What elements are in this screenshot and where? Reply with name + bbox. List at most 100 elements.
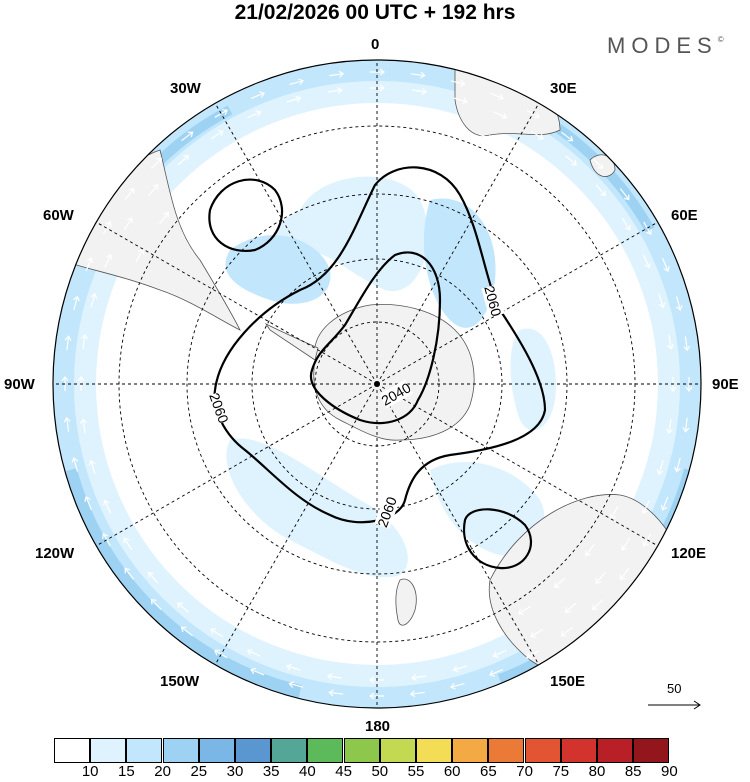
colorbar-label: 10 <box>81 763 99 780</box>
antarctica <box>313 304 475 441</box>
wind-arrow-head <box>660 504 668 511</box>
wind-arrow-head <box>107 331 115 338</box>
colorbar-swatch <box>633 738 670 763</box>
wind-arrow-head <box>77 376 85 382</box>
wind-arrow <box>493 111 507 119</box>
wind-arrow-head <box>420 71 426 79</box>
wind-arrow <box>410 73 425 77</box>
wind-arrow <box>329 73 344 77</box>
wind-arrow-head <box>530 631 537 638</box>
wind-arrow-head <box>462 97 469 105</box>
wind-arrow-head <box>445 119 452 127</box>
wind-arrow <box>188 180 200 191</box>
wind-arrow-head <box>682 427 690 433</box>
wind-arrow-head <box>261 626 268 634</box>
wind-arrow-head <box>537 133 544 140</box>
wind-arrow-head <box>81 333 88 340</box>
wind-arrow-head <box>180 626 187 633</box>
wind-arrow-head <box>326 673 333 680</box>
colorbar-label: 75 <box>552 763 570 780</box>
wind-arrow <box>181 131 193 142</box>
wind-arrow-head <box>302 641 309 649</box>
antarctic-peninsula <box>264 322 319 361</box>
wind-arrow-head <box>61 376 69 382</box>
wind-arrow-head <box>459 80 466 87</box>
wind-arrow-head <box>222 605 229 612</box>
wind-arrow <box>450 683 465 688</box>
wind-arrow-head <box>177 602 183 609</box>
wind-arrow <box>327 675 342 679</box>
colorbar-swatch <box>307 738 344 763</box>
wind-arrow-head <box>103 499 110 506</box>
wind-arrow-head <box>567 135 574 142</box>
wind-arrow <box>286 97 301 103</box>
colorbar-swatch <box>271 738 308 763</box>
wind-arrow-head <box>103 376 111 382</box>
wind-arrow-head <box>643 386 651 392</box>
wind-arrow-head <box>126 217 133 224</box>
reference-vector-label: 50 <box>667 681 682 696</box>
colorbar-swatch <box>198 738 235 763</box>
colorbar-swatch <box>343 738 380 763</box>
wind-arrow-head <box>435 643 442 650</box>
colorbar-swatch <box>560 738 597 763</box>
lon-label-0: 0 <box>371 36 380 53</box>
wind-arrow <box>177 155 189 166</box>
wind-arrow <box>392 113 407 117</box>
lon-label-60w: 60W <box>43 207 74 224</box>
wind-arrow <box>118 289 125 304</box>
wind-arrow <box>554 180 566 191</box>
wind-arrow-head <box>369 676 375 684</box>
wind-arrow <box>90 293 96 308</box>
wind-arrow <box>177 602 189 613</box>
wind-arrow-head <box>658 302 666 309</box>
wind-arrow-head <box>585 550 591 557</box>
lon-label-150e: 150E <box>550 673 586 690</box>
wind-arrow <box>73 296 78 311</box>
graticule <box>53 60 701 708</box>
wind-belt-inner <box>74 81 680 687</box>
wind-arrow <box>250 92 265 99</box>
wind-arrow-head <box>117 464 124 470</box>
wind-arrow-head <box>639 430 647 437</box>
wind-arrow <box>530 628 544 638</box>
wind-arrow-head <box>644 262 651 269</box>
wind-arrow-head <box>210 628 217 635</box>
wind-arrow <box>223 153 236 163</box>
wind-arrow <box>123 217 133 231</box>
wind-arrow-head <box>391 649 397 657</box>
wind-arrow-head <box>158 543 165 550</box>
contour-2060-closed-nw <box>208 178 284 253</box>
wind-arrow-head <box>571 159 577 166</box>
colorbar-label: 90 <box>661 763 678 780</box>
wind-arrow <box>565 602 577 613</box>
wind-arrow-head <box>488 670 495 677</box>
wind-arrow <box>595 572 606 584</box>
wind-arrow-head <box>379 84 385 92</box>
colorbar-label: 25 <box>190 763 208 780</box>
wind-arrow <box>684 336 688 351</box>
wind-arrow <box>85 257 92 272</box>
wind-arrow <box>123 537 133 551</box>
wind-arrow <box>159 212 169 225</box>
wind-arrow-head <box>86 257 94 264</box>
wind-arrow <box>108 332 113 347</box>
wind-arrow-head <box>312 118 319 125</box>
wind-arrow-head <box>612 256 620 263</box>
colorbar-swatch <box>488 738 525 763</box>
wind-arrow-head <box>666 428 673 435</box>
lon-label-90e: 90E <box>712 376 739 393</box>
wind-arrow <box>478 133 493 141</box>
wind-arrow-head <box>683 345 691 352</box>
wind-arrow <box>210 628 224 638</box>
wind-arrow <box>621 217 631 231</box>
wind-arrow <box>118 464 125 479</box>
wind-arrow <box>108 421 113 436</box>
wind-arrow <box>436 119 451 125</box>
wind-arrow <box>642 500 650 514</box>
wind-arrow-head <box>150 598 157 605</box>
wind-arrow-head <box>597 163 604 170</box>
wind-arrow-head <box>560 630 567 637</box>
wind-arrow-head <box>90 292 98 299</box>
wind-arrow-head <box>645 229 652 235</box>
